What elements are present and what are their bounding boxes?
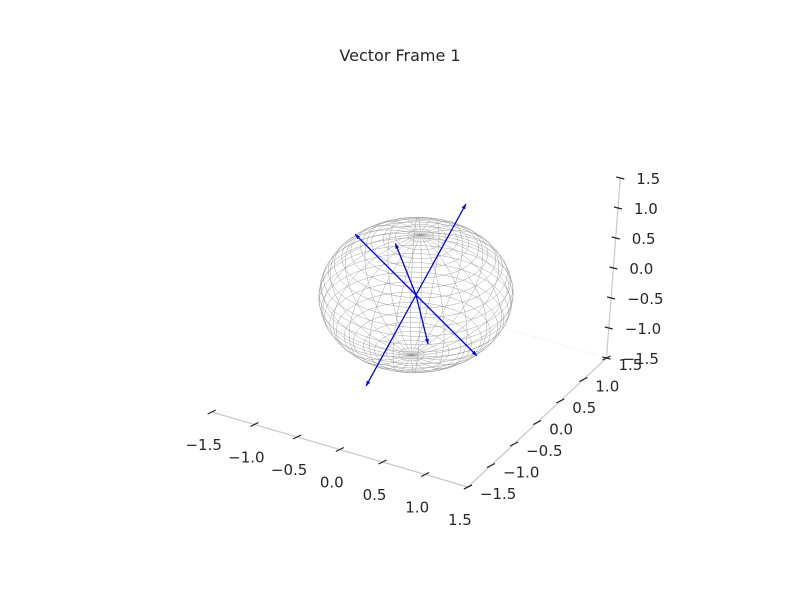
y-tick	[509, 441, 519, 447]
z-tick	[609, 266, 618, 270]
vector-arrow	[415, 294, 478, 357]
axes-layer	[207, 176, 625, 490]
sphere-longitude	[411, 220, 463, 356]
y-tick-label: 0.0	[549, 421, 573, 439]
sphere-longitude	[411, 234, 511, 357]
z-tick-label: 0.5	[632, 230, 656, 248]
z-tick-label: −0.5	[627, 290, 663, 308]
x-tick	[207, 409, 216, 415]
vector-arrow	[365, 294, 417, 387]
vector-layer	[354, 203, 478, 387]
sphere-longitude	[411, 234, 468, 370]
x-tick	[250, 421, 259, 428]
y-tick	[486, 462, 496, 469]
box-edge	[350, 282, 607, 359]
vector-arrow	[415, 203, 467, 296]
x-tick	[463, 484, 473, 490]
sphere-longitude	[345, 225, 421, 356]
x-tick-label: 0.0	[320, 474, 344, 492]
sphere-longitude	[322, 234, 421, 357]
sphere-longitude	[348, 234, 421, 365]
z-tick-label: −1.5	[623, 350, 659, 368]
sphere-longitude	[411, 234, 445, 373]
sphere-longitude	[392, 234, 421, 373]
y-tick-label: −1.5	[480, 485, 516, 503]
vector-arrow	[394, 243, 417, 296]
sphere-longitude	[369, 234, 421, 370]
x-tick-label: 0.5	[363, 486, 387, 504]
y-tick-label: −0.5	[526, 442, 562, 460]
sphere-longitude	[364, 220, 421, 356]
sphere-longitude	[411, 225, 484, 356]
vector-arrow	[354, 233, 417, 296]
z-tick-label: 1.0	[634, 200, 658, 218]
x-tick	[292, 434, 302, 440]
z-tick	[604, 326, 613, 330]
sphere-longitude	[332, 234, 421, 361]
sphere-latitude	[318, 253, 512, 353]
x-tick	[378, 459, 387, 465]
sphere-longitude	[387, 217, 421, 356]
y-tick-label: 1.5	[619, 356, 643, 374]
sphere-longitude	[330, 229, 421, 356]
x-tick-label: 1.0	[405, 499, 429, 517]
sphere-longitude	[411, 234, 487, 365]
x-tick-label: 1.5	[448, 511, 472, 529]
sphere-longitude	[411, 229, 500, 356]
sphere-wireframe	[318, 216, 514, 374]
x-tick	[420, 471, 430, 478]
chart-title: Vector Frame 1	[339, 46, 461, 65]
sphere-longitude	[411, 234, 514, 356]
z-tick-label: −1.0	[625, 320, 661, 338]
sphere-longitude	[411, 234, 502, 361]
y-tick	[602, 355, 611, 361]
z-tick	[611, 236, 620, 240]
sphere-longitude	[318, 234, 421, 356]
sphere-longitude	[410, 216, 421, 356]
sphere-latitude	[320, 237, 514, 337]
z-tick	[606, 296, 616, 300]
sphere-longitude	[411, 233, 510, 356]
x-tick-label: −1.0	[228, 449, 264, 467]
y-tick-label: 1.0	[595, 378, 619, 396]
z-tick-label: 1.5	[636, 170, 660, 188]
y-tick	[556, 398, 565, 404]
sphere-longitude	[411, 234, 422, 374]
x-tick	[335, 446, 345, 453]
y-tick-label: 0.5	[572, 399, 596, 417]
x-tick-label: −1.5	[185, 436, 221, 454]
y-tick	[532, 419, 542, 426]
sphere-longitude	[321, 233, 421, 356]
z-tick	[613, 206, 623, 210]
tick-labels: −1.5 −1.5 −1.5 −1.0 −1.0 −1.0 −0.5 −0.5 −0.5 0.0 0…	[185, 170, 663, 529]
y-tick-label: −1.0	[503, 464, 539, 482]
y-tick	[579, 376, 588, 383]
z-tick-label: 0.0	[629, 260, 653, 278]
vector-arrow	[415, 294, 429, 345]
x-tick-label: −0.5	[271, 461, 307, 479]
z-tick	[616, 176, 625, 180]
